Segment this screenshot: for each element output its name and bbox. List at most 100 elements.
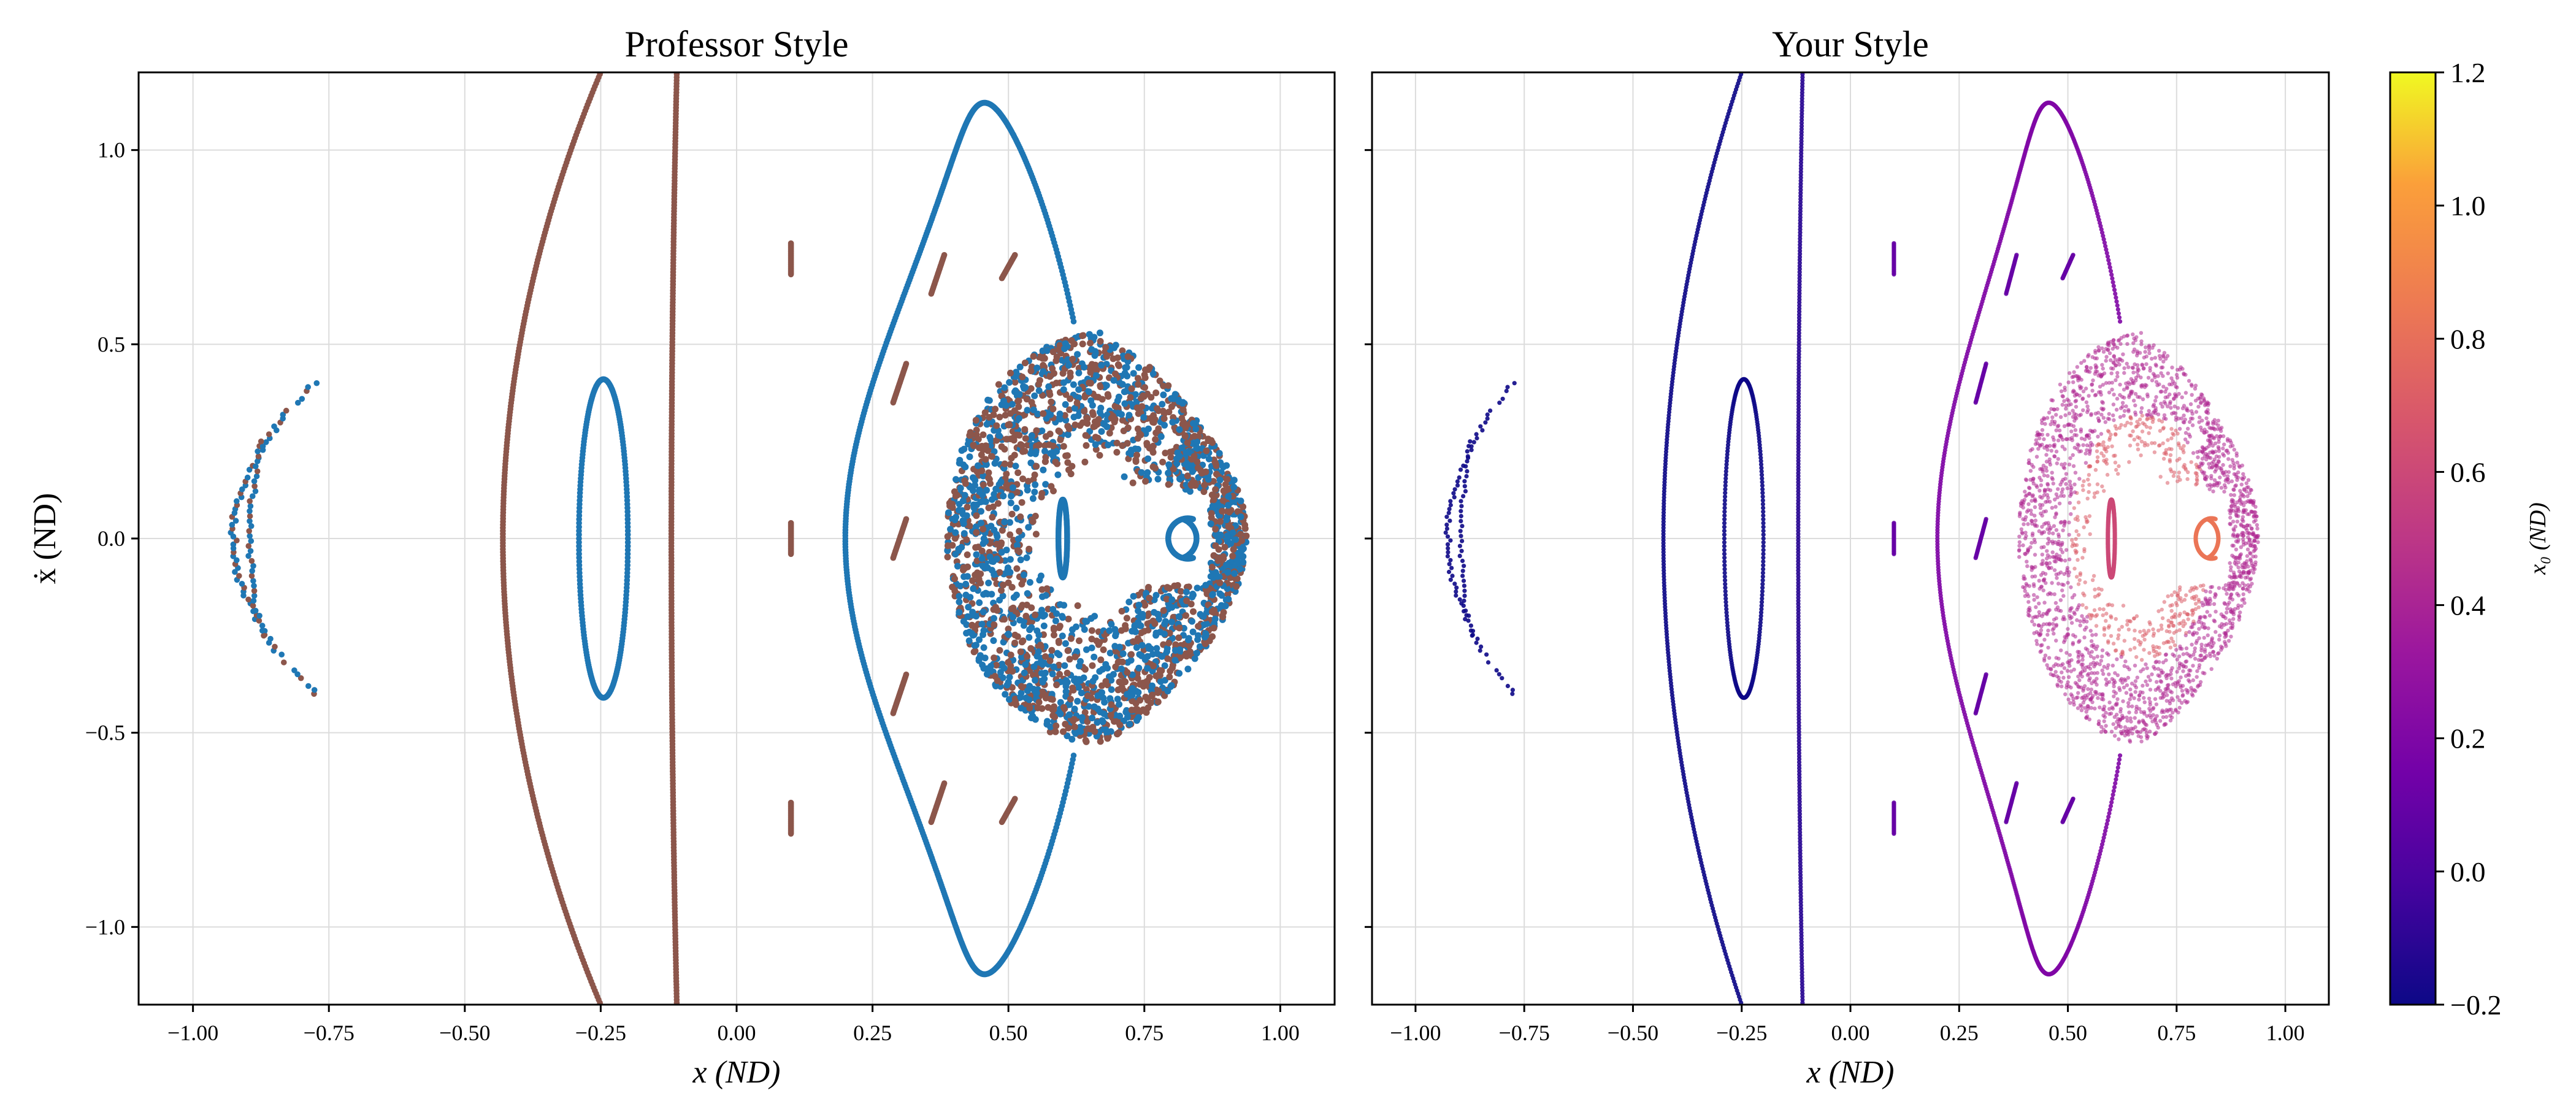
data-point	[247, 518, 253, 524]
data-point	[1017, 694, 1024, 701]
data-point	[239, 581, 245, 587]
data-point	[1042, 653, 1049, 660]
data-point	[1202, 581, 1209, 589]
data-point	[1010, 484, 1016, 491]
data-point	[983, 421, 991, 428]
data-point	[1074, 351, 1081, 358]
data-point	[1019, 683, 1026, 691]
data-point	[1132, 391, 1139, 398]
data-point	[1112, 663, 1119, 670]
data-point	[313, 380, 320, 386]
data-point	[1475, 636, 1480, 642]
data-point	[1462, 598, 1466, 604]
data-point	[1164, 688, 1171, 695]
data-point	[1065, 425, 1073, 432]
data-point	[986, 397, 993, 404]
data-point	[1043, 585, 1051, 592]
data-point	[1024, 442, 1032, 449]
data-point	[1224, 591, 1232, 598]
data-point	[1152, 389, 1160, 396]
data-point	[1051, 713, 1059, 721]
left-y-axis: −1.0−0.50.00.51.0	[85, 138, 139, 939]
data-point	[1512, 381, 1517, 386]
data-point	[953, 476, 959, 483]
data-point	[999, 592, 1006, 600]
data-point	[1049, 706, 1056, 713]
data-point	[979, 540, 987, 547]
data-point	[674, 1009, 680, 1015]
data-point	[955, 507, 962, 514]
data-point	[1160, 391, 1167, 399]
data-point	[305, 384, 312, 390]
data-point	[903, 671, 910, 678]
data-point	[1468, 623, 1473, 628]
data-point	[1457, 597, 1462, 602]
data-point	[1016, 363, 1024, 370]
data-point	[1114, 696, 1121, 703]
data-point	[1071, 653, 1079, 661]
data-point	[1465, 449, 1470, 454]
data-point	[1238, 546, 1246, 554]
data-point	[1452, 495, 1457, 500]
data-point	[1217, 518, 1224, 525]
data-point	[952, 529, 959, 536]
data-point	[1070, 717, 1077, 724]
data-point	[1444, 515, 1449, 519]
data-point	[979, 491, 986, 499]
data-point	[1183, 612, 1189, 619]
data-point	[1001, 460, 1008, 467]
data-point	[1151, 596, 1158, 604]
data-point	[1079, 332, 1086, 339]
data-point	[1000, 581, 1007, 589]
data-point	[1064, 452, 1071, 459]
data-point	[1129, 671, 1136, 678]
data-point	[999, 674, 1006, 681]
data-point	[1133, 644, 1140, 651]
data-point	[1166, 673, 1173, 681]
data-point	[297, 675, 304, 681]
data-point	[1081, 458, 1089, 466]
data-point	[1202, 640, 1209, 648]
data-point	[1219, 507, 1226, 515]
data-point	[1234, 508, 1241, 515]
data-point	[1463, 616, 1468, 622]
data-point	[1042, 433, 1049, 440]
data-point	[1003, 546, 1010, 554]
data-point	[1105, 442, 1112, 448]
data-point	[1168, 403, 1175, 410]
data-point	[1114, 361, 1122, 368]
data-point	[1040, 368, 1047, 375]
data-point	[1135, 602, 1143, 608]
data-point	[979, 481, 987, 488]
data-point	[1240, 559, 1247, 566]
data-point	[1005, 659, 1012, 666]
data-point	[1464, 473, 1469, 479]
data-point	[232, 518, 239, 524]
data-point	[1039, 593, 1046, 600]
data-point	[1041, 675, 1048, 683]
y-tick-label: 1.0	[98, 138, 125, 163]
data-point	[1135, 689, 1142, 696]
data-point	[1060, 703, 1067, 711]
data-point	[1194, 445, 1201, 452]
data-point	[972, 572, 979, 578]
data-point	[1184, 665, 1192, 673]
data-point	[1073, 623, 1079, 631]
data-point	[995, 381, 1002, 388]
data-point	[254, 468, 261, 475]
data-point	[1103, 382, 1110, 389]
data-point	[1222, 602, 1229, 610]
data-point	[1459, 504, 1464, 508]
data-point	[1124, 424, 1132, 431]
data-point	[1238, 537, 1246, 544]
y-tick-label: 0.0	[98, 526, 125, 551]
data-point	[1045, 383, 1052, 390]
data-point	[248, 573, 255, 579]
data-point	[1185, 636, 1192, 643]
data-point	[1006, 519, 1013, 526]
data-point	[247, 498, 253, 504]
data-point	[1471, 440, 1476, 445]
data-point	[1483, 420, 1488, 425]
data-point	[970, 585, 977, 592]
data-point	[261, 632, 267, 639]
